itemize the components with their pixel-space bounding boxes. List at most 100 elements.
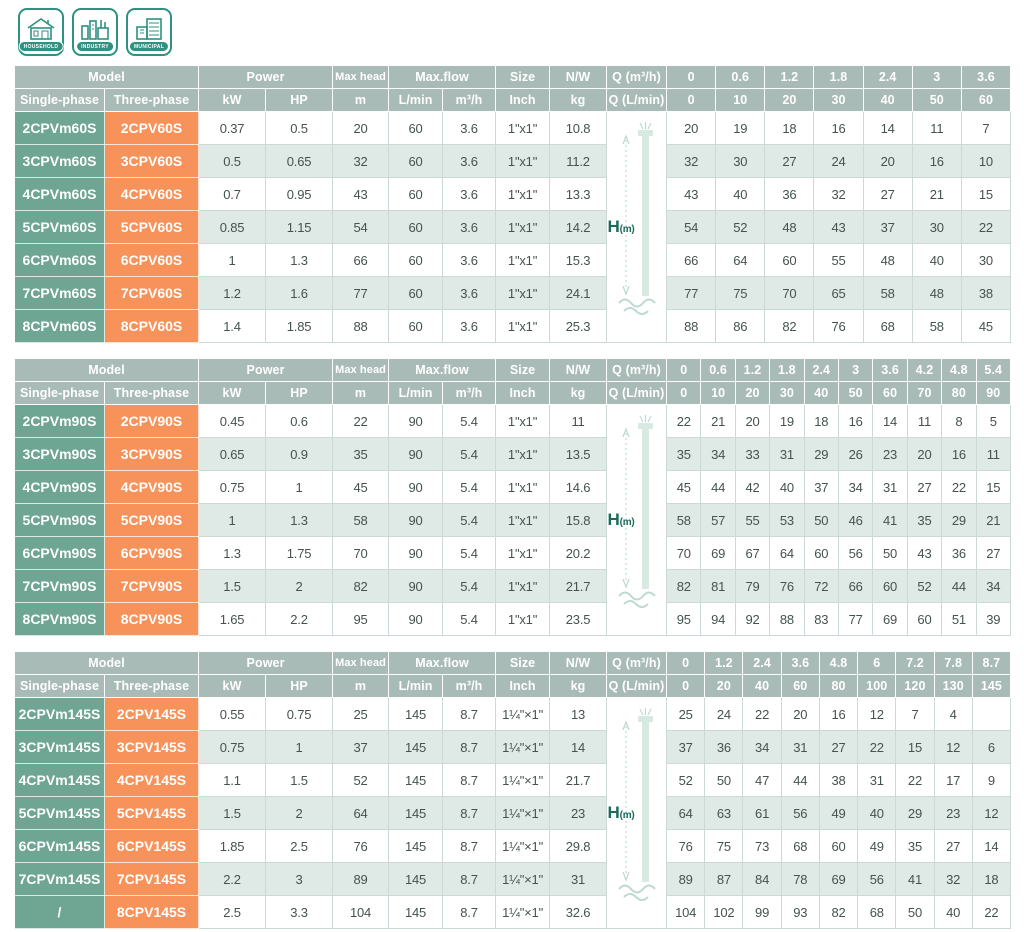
spec-cell-flow-m3h: 5.4 (442, 503, 497, 537)
h-value-cell: 15 (895, 730, 935, 764)
h-value-cell: 43 (906, 536, 943, 570)
hp-header: HP (265, 674, 334, 698)
spec-cell-flow-lmin: 90 (388, 404, 444, 438)
header-row-units: Single-phase Three-phase kW HP m L/min m… (14, 88, 1012, 112)
q-lmin-value-header: 90 (975, 381, 1011, 405)
h-value-cell: 42 (734, 470, 771, 504)
spec-cell-flow-m3h: 3.6 (442, 177, 497, 211)
h-value-cell: 45 (666, 470, 702, 504)
max-flow-header: Max.flow (388, 358, 497, 382)
spec-cell-flow-lmin: 145 (388, 763, 444, 797)
h-value-cell: 34 (700, 437, 736, 471)
spec-cell-size: 1¼"×1" (495, 829, 551, 863)
spec-cell-max-head: 95 (332, 602, 390, 636)
max-head-unit-header: m (332, 381, 390, 405)
spec-cell-max-head: 66 (332, 243, 390, 277)
spec-cell-max-head: 82 (332, 569, 390, 603)
spec-cell-size: 1"x1" (495, 210, 551, 244)
h-value-cell: 81 (700, 569, 736, 603)
badge-municipal: MUNICIPAL (126, 8, 172, 56)
h-value-cell: 40 (857, 796, 897, 830)
spec-cell-size: 1"x1" (495, 569, 551, 603)
h-value-cell: 76 (813, 309, 864, 343)
spec-cell-size: 1"x1" (495, 503, 551, 537)
h-value-cell: 77 (837, 602, 874, 636)
model-cell-three-phase: 4CPV90S (103, 470, 200, 504)
q-m3h-value-header: 4.2 (906, 358, 943, 382)
h-value-cell: 57 (700, 503, 736, 537)
h-value-cell: 26 (837, 437, 874, 471)
spec-cell-kw: 0.65 (198, 437, 267, 471)
h-value-cell: 86 (715, 309, 766, 343)
h-value-cell: 48 (764, 210, 815, 244)
h-value-cell: 60 (803, 536, 839, 570)
q-m3h-value-header: 4.8 (941, 358, 977, 382)
h-value-cell: 43 (666, 177, 717, 211)
spec-cell-flow-m3h: 5.4 (442, 536, 497, 570)
header-row-groups: Model Power Max head Max.flow Size N/W Q… (13, 358, 1011, 382)
model-cell-three-phase: 7CPV90S (103, 569, 200, 603)
h-value-cell: 22 (895, 763, 935, 797)
h-value-cell: 22 (971, 895, 1012, 929)
h-value-cell: 60 (872, 569, 908, 603)
spec-cell-nw: 24.1 (549, 276, 608, 310)
badge-industry: INDUSTRY (72, 8, 118, 56)
pump-row: 8CPVm60S 8CPV60S 1.4 1.85 88 60 3.6 1"x1" 25.3 88… (14, 309, 1012, 343)
spec-cell-hp: 1.5 (265, 763, 334, 797)
h-value-cell: 40 (933, 895, 973, 929)
kw-header: kW (198, 674, 267, 698)
h-value-cell: 94 (700, 602, 736, 636)
pump-row: /8CPV145S 2.5 3.3 104 145 8.7 1¼"×1" 32.6 104 102… (14, 895, 1012, 929)
spec-cell-nw: 21.7 (549, 763, 608, 797)
q-lmin-header: Q (L/min) (606, 88, 668, 112)
h-value-cell: 76 (666, 829, 706, 863)
model-cell-single-phase: 8CPVm90S (14, 602, 105, 636)
h-value-cell: 48 (911, 276, 962, 310)
spec-cell-hp: 1 (265, 470, 334, 504)
h-value-cell: 15 (960, 177, 1012, 211)
q-m3h-value-header: 3 (837, 358, 874, 382)
spec-cell-max-head: 77 (332, 276, 390, 310)
kg-header: kg (549, 88, 608, 112)
nw-header: N/W (549, 651, 608, 675)
q-m3h-value-header: 1.8 (769, 358, 805, 382)
h-value-cell: 89 (666, 862, 706, 896)
h-value-cell: 60 (764, 243, 815, 277)
pump-row: 3CPVm60S 3CPV60S 0.5 0.65 32 60 3.6 1"x1" 11.2 32… (14, 144, 1012, 178)
h-value-cell: 30 (715, 144, 766, 178)
h-value-cell: 20 (862, 144, 913, 178)
model-cell-three-phase: 2CPV145S (103, 697, 200, 731)
h-value-cell: 31 (872, 470, 908, 504)
h-value-cell: 79 (734, 569, 771, 603)
q-lmin-value-header: 0 (666, 381, 702, 405)
nw-header: N/W (549, 65, 608, 89)
pump-row: 2CPVm90S 2CPV90S 0.45 0.6 22 90 5.4 1"x1" 11 H(m… (14, 404, 1011, 636)
h-value-cell: 17 (933, 763, 973, 797)
h-value-cell: 12 (933, 730, 973, 764)
h-value-cell: 40 (769, 470, 805, 504)
spec-cell-flow-lmin: 90 (388, 437, 444, 471)
spec-cell-hp: 0.5 (265, 111, 334, 145)
spec-cell-max-head: 25 (332, 697, 390, 731)
pump-row: 6CPVm60S 6CPV60S 1 1.3 66 60 3.6 1"x1" 15.3 66 64 6… (14, 243, 1012, 277)
spec-cell-max-head: 76 (332, 829, 390, 863)
h-value-cell: 102 (704, 895, 744, 929)
spec-cell-size: 1¼"×1" (495, 895, 551, 929)
h-value-cell: 76 (769, 569, 805, 603)
municipal-building-icon (136, 18, 162, 40)
spec-cell-hp: 0.65 (265, 144, 334, 178)
q-m3h-value-header: 3.6 (960, 65, 1012, 89)
kw-header: kW (198, 88, 267, 112)
spec-cell-max-head: 43 (332, 177, 390, 211)
q-lmin-value-header: 130 (933, 674, 973, 698)
pump-spec-table-3: Model Power Max head Max.flow Size N/W Q… (13, 651, 1012, 929)
segment-badges: HOUSEHOLD INDUSTRY (18, 8, 1024, 56)
h-value-cell: 27 (906, 470, 943, 504)
spec-cell-hp: 1.6 (265, 276, 334, 310)
h-value-cell: 44 (700, 470, 736, 504)
spec-cell-flow-lmin: 145 (388, 862, 444, 896)
size-header: Size (495, 65, 551, 89)
spec-cell-flow-m3h: 5.4 (442, 404, 497, 438)
model-cell-single-phase: 3CPVm145S (14, 730, 105, 764)
spec-cell-flow-lmin: 60 (388, 177, 444, 211)
